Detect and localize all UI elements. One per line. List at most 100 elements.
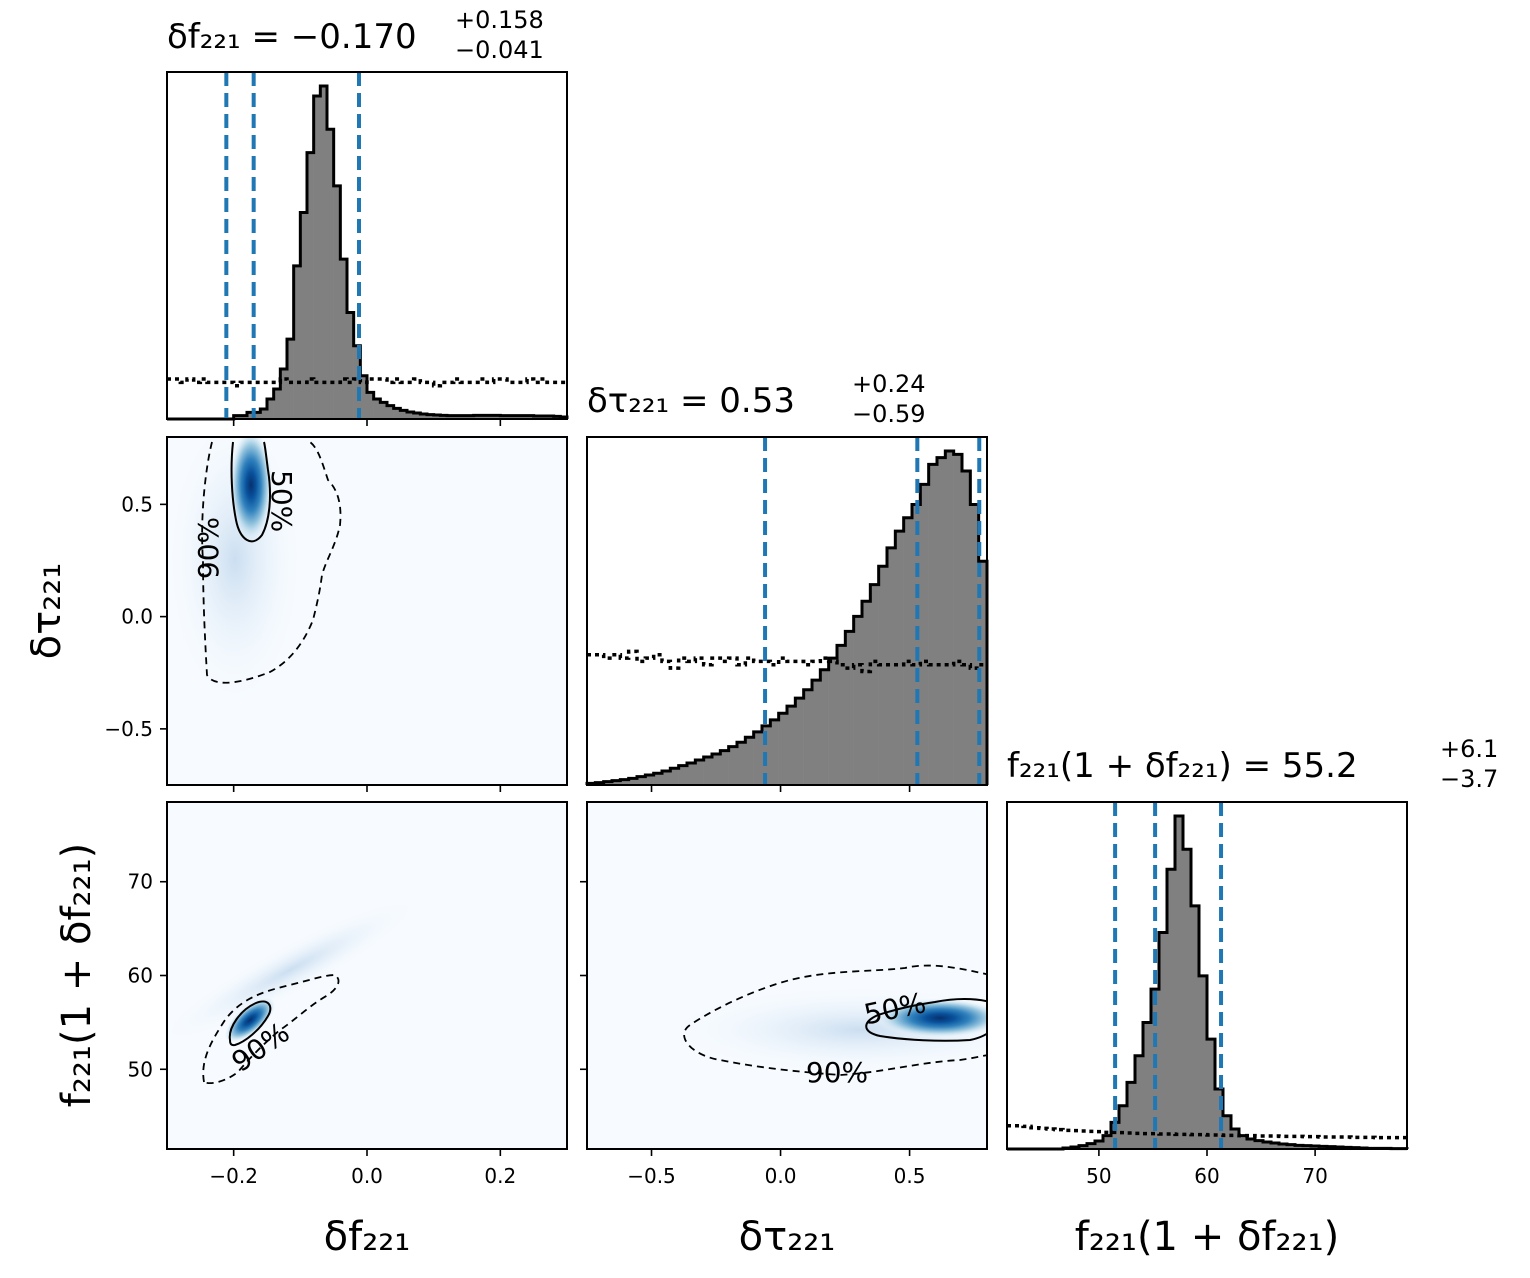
histogram-bar	[233, 415, 241, 419]
histogram-bar	[837, 645, 846, 785]
histogram-bar	[1231, 1129, 1240, 1149]
histogram-bar	[380, 402, 388, 419]
title-f: f₂₂₁(1 + δf₂₂₁) = 55.2	[1007, 746, 1358, 786]
y-tick-label: 60	[128, 964, 153, 988]
histogram-bar	[878, 566, 888, 785]
histogram-bar	[1079, 1145, 1088, 1149]
histogram-bar	[937, 457, 946, 785]
histogram-bar	[653, 773, 663, 785]
ylabel-dtau: δτ₂₂₁	[24, 563, 70, 660]
axes: −0.2 0.0 0.2 −0.5 0.0 0.5 50 60 70 −0.5 0.0 0.5 50 60…	[104, 419, 1328, 1188]
histogram-bar	[453, 415, 461, 419]
histogram-bar	[778, 713, 788, 785]
histogram-bar	[928, 464, 938, 785]
histogram-bar	[507, 415, 514, 419]
histogram-bar	[460, 415, 468, 419]
x-tick-label: 60	[1194, 1164, 1219, 1188]
histogram-bar	[520, 415, 528, 419]
prior-outline	[1007, 1123, 1407, 1140]
histogram-bar	[527, 415, 534, 419]
histogram-bar	[953, 454, 963, 785]
histogram-bar	[712, 753, 721, 785]
histogram-bar	[1263, 1142, 1272, 1149]
histogram-bar	[770, 719, 779, 785]
histogram-bar	[1191, 905, 1200, 1149]
histogram-bar	[1183, 849, 1192, 1149]
histogram-bar	[1151, 989, 1160, 1149]
histogram-bar	[387, 405, 394, 419]
histogram-bar	[480, 415, 488, 419]
histogram-bar	[1111, 1122, 1120, 1149]
xlabel-df: δf₂₂₁	[324, 1214, 411, 1260]
prior-outline	[167, 377, 567, 388]
histogram-bar	[447, 415, 454, 419]
histogram-bar	[687, 762, 696, 785]
histogram-bar	[253, 412, 261, 419]
histogram-bar	[962, 471, 971, 785]
histogram-bar	[920, 484, 929, 785]
histogram-bar	[433, 415, 441, 419]
title-f-sub: −3.7	[1440, 765, 1498, 793]
histogram-bar	[828, 658, 838, 785]
histogram-bar	[795, 698, 804, 785]
density-halo	[167, 896, 423, 1044]
contour-90	[201, 441, 342, 684]
density-peak	[229, 437, 273, 543]
histogram-bar	[393, 408, 401, 419]
histogram-bar	[400, 410, 408, 419]
histogram-bar	[637, 776, 646, 785]
histogram-bar	[787, 706, 796, 785]
x-tick-label: 0.0	[351, 1164, 383, 1188]
histogram-bar	[887, 547, 896, 785]
contour-label-90: 90%	[192, 517, 225, 579]
histogram-bar	[753, 731, 763, 785]
contour-90	[202, 974, 340, 1085]
panel-f-histogram: f₂₂₁(1 + δf₂₂₁) = 55.2 +6.1 −3.7	[1006, 735, 1498, 1151]
histogram-bar	[803, 689, 813, 785]
histogram-bar	[612, 780, 621, 785]
histogram-bar	[440, 415, 448, 419]
histogram-bar	[427, 414, 434, 419]
histogram-bar	[1143, 1022, 1152, 1149]
histogram-bar	[978, 561, 988, 785]
histogram-bar	[903, 517, 913, 785]
histogram-bar	[1103, 1135, 1112, 1149]
histogram-bar	[745, 737, 754, 785]
histogram-bar	[737, 742, 746, 785]
histogram-bar	[1287, 1144, 1296, 1149]
histogram-bar	[1239, 1135, 1248, 1149]
histogram-bar	[862, 601, 871, 785]
histogram-bar	[1255, 1140, 1264, 1149]
x-tick-label: −0.2	[209, 1164, 258, 1188]
title-dtau: δτ₂₂₁ = 0.53	[587, 381, 795, 421]
histogram-bar	[300, 212, 308, 419]
histogram-bar	[293, 265, 301, 419]
title-df-sub: −0.041	[455, 36, 544, 64]
histogram-bar	[360, 375, 368, 419]
title-dtau-sup: +0.24	[852, 370, 926, 398]
posterior-outline	[1007, 814, 1409, 1151]
histogram-bar	[728, 746, 738, 785]
histogram-bar	[1167, 869, 1176, 1149]
histogram-bar	[247, 412, 254, 419]
panel-dtau-f-density: 50% 90%	[586, 801, 988, 1150]
histogram-bar	[695, 759, 704, 785]
histogram-bar	[812, 680, 821, 785]
histogram-bar	[603, 781, 613, 785]
histogram-bar	[347, 312, 354, 419]
y-tick-label: −0.5	[104, 717, 153, 741]
ylabel-f: f₂₂₁(1 + δf₂₂₁)	[54, 843, 100, 1107]
panel-df-dtau-density: 50% 90%	[166, 436, 568, 786]
y-tick-label: 0.0	[121, 605, 153, 629]
histogram-bar	[1207, 1039, 1216, 1149]
histogram-bar	[703, 756, 713, 785]
histogram-bar	[267, 399, 274, 419]
histogram-bar	[473, 415, 481, 419]
histogram-bar	[240, 415, 248, 419]
contour-50	[228, 1000, 272, 1047]
histogram-bar	[1303, 1145, 1312, 1149]
histogram-bar	[367, 392, 374, 419]
histogram-bar	[870, 584, 879, 785]
histogram-bar	[513, 415, 521, 419]
